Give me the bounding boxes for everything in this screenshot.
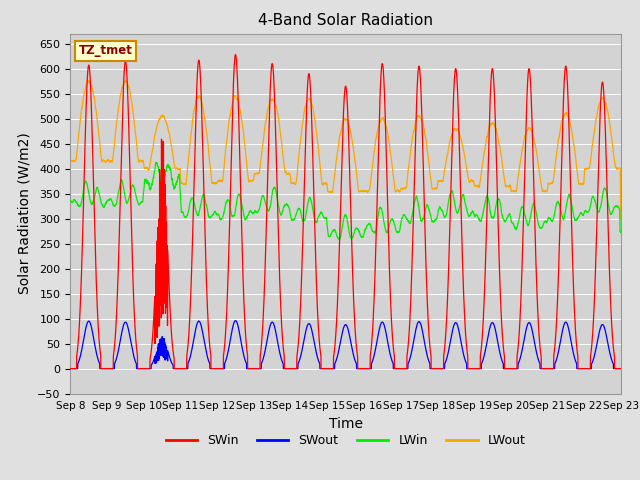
Y-axis label: Solar Radiation (W/m2): Solar Radiation (W/m2) <box>18 133 32 294</box>
Legend: SWin, SWout, LWin, LWout: SWin, SWout, LWin, LWout <box>161 429 531 452</box>
Text: TZ_tmet: TZ_tmet <box>79 44 132 58</box>
Title: 4-Band Solar Radiation: 4-Band Solar Radiation <box>258 13 433 28</box>
X-axis label: Time: Time <box>328 417 363 431</box>
